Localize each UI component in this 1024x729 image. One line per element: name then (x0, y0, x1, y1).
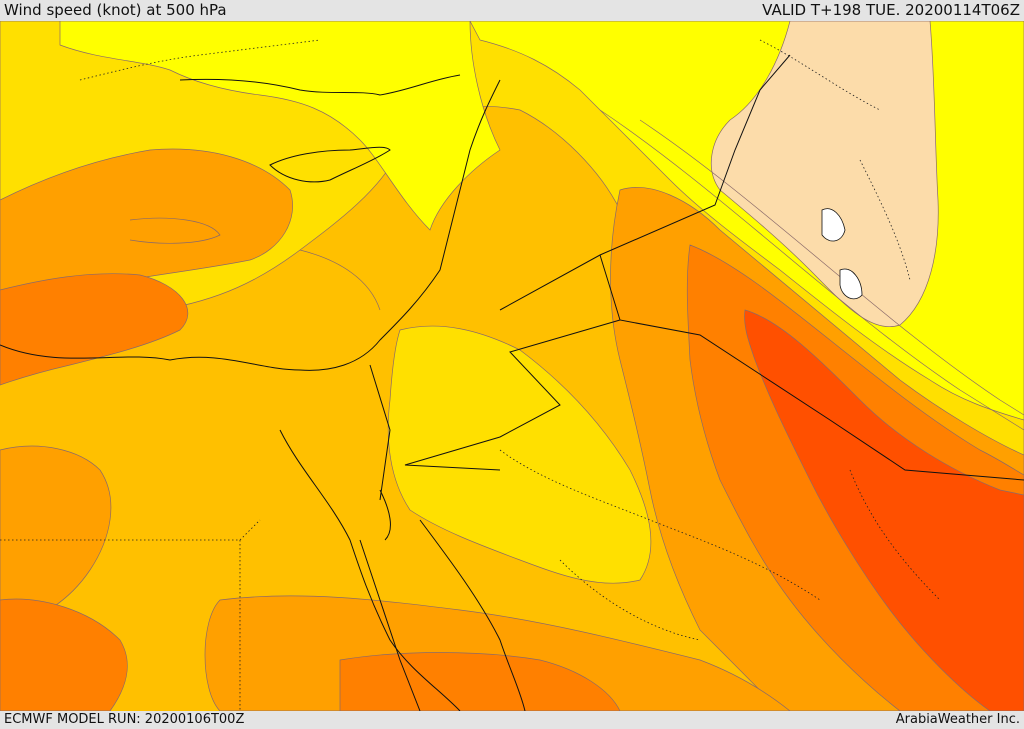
map-footer: ECMWF MODEL RUN: 20200106T00Z ArabiaWeat… (0, 711, 1024, 729)
map-header: Wind speed (knot) at 500 hPa VALID T+198… (0, 0, 1024, 21)
model-run-label: ECMWF MODEL RUN: 20200106T00Z (4, 712, 245, 727)
lake-shape (821, 208, 846, 242)
lake-shape-2 (839, 268, 863, 300)
wind-speed-map (0, 21, 1024, 711)
country-borders (359, 54, 1024, 711)
wind-band-dark-orange-sw (0, 598, 128, 711)
valid-time: VALID T+198 TUE. 20200114T06Z (762, 1, 1020, 19)
map-title: Wind speed (knot) at 500 hPa (4, 1, 227, 19)
wind-band-yellow-nw (59, 21, 501, 231)
wind-band-pale-peach (710, 21, 939, 327)
contour-lines (129, 109, 1024, 431)
wind-band-dark-orange-south (339, 652, 621, 711)
admin-boundaries (0, 39, 941, 711)
credit-label: ArabiaWeather Inc. (895, 712, 1020, 727)
coastlines (0, 74, 526, 711)
